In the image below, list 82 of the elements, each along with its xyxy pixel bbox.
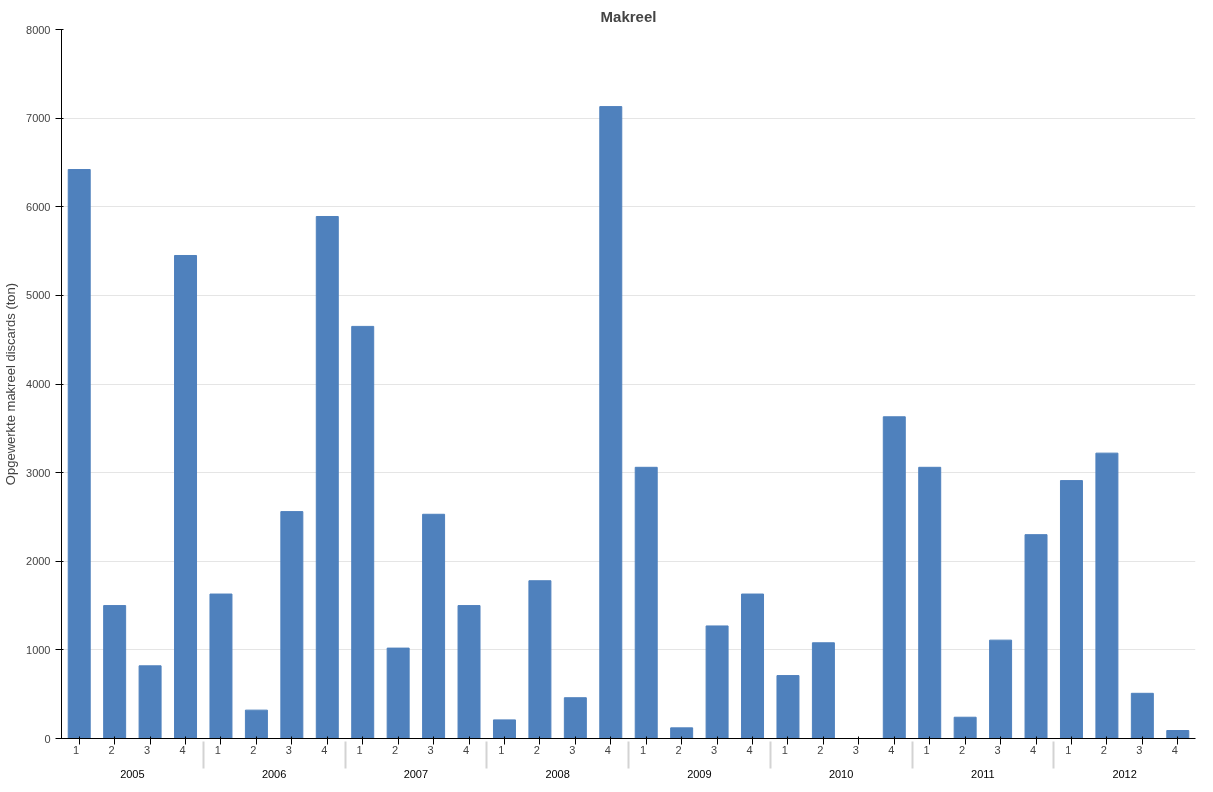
bar bbox=[103, 605, 127, 739]
bar bbox=[457, 605, 481, 739]
x-tick-label: 3 bbox=[710, 743, 718, 756]
x-tick-label: 1 bbox=[498, 743, 505, 756]
x-tick-label: 2 bbox=[533, 743, 540, 756]
bar bbox=[599, 106, 623, 739]
chart-title: Makreel bbox=[600, 7, 657, 25]
bar bbox=[563, 697, 587, 739]
x-tick-label: 1 bbox=[923, 743, 930, 756]
x-tick-label: 2 bbox=[250, 743, 257, 756]
y-axis-title: Opgewerkte makreel discards (ton) bbox=[3, 282, 19, 486]
x-tick-label: 4 bbox=[321, 743, 328, 756]
bar bbox=[811, 642, 835, 739]
x-tick-label: 1 bbox=[1065, 743, 1072, 756]
x-tick-label: 4 bbox=[746, 743, 753, 756]
x-tick-label: 3 bbox=[143, 743, 151, 756]
bar bbox=[244, 709, 268, 739]
x-tick-label: 2 bbox=[108, 743, 115, 756]
x-tick-label: 3 bbox=[569, 743, 576, 756]
y-tick-label: 0 bbox=[44, 732, 51, 745]
text: 2007 bbox=[403, 767, 429, 780]
x-tick-label: 3 bbox=[994, 743, 1001, 756]
x-tick-label: 2 bbox=[1100, 743, 1107, 756]
bar bbox=[174, 254, 198, 739]
x-tick-label: 3 bbox=[427, 743, 434, 756]
bar bbox=[280, 511, 304, 739]
y-tick-label: 1000 bbox=[26, 643, 51, 656]
x-tick-label: 3 bbox=[285, 743, 292, 756]
bar bbox=[528, 580, 552, 739]
bar bbox=[989, 639, 1013, 739]
bar bbox=[882, 416, 906, 739]
x-tick-label: 1 bbox=[640, 743, 647, 756]
text: 2011 bbox=[971, 767, 995, 780]
bar bbox=[1059, 480, 1083, 739]
x-tick-label: 1 bbox=[214, 743, 221, 756]
bar bbox=[209, 593, 233, 739]
y-tick-label: 5000 bbox=[26, 289, 51, 302]
x-tick-label: 4 bbox=[888, 743, 895, 756]
bar bbox=[634, 466, 658, 739]
bar bbox=[67, 169, 91, 739]
bar bbox=[1130, 692, 1154, 739]
x-tick-label: 1 bbox=[356, 743, 363, 756]
bar bbox=[422, 513, 446, 739]
x-tick-label: 2 bbox=[675, 743, 682, 756]
bar bbox=[918, 466, 942, 739]
bar bbox=[351, 325, 375, 739]
text: 2010 bbox=[828, 767, 854, 780]
y-tick-label: 4000 bbox=[26, 378, 51, 390]
y-tick-label: 3000 bbox=[26, 466, 51, 479]
bar bbox=[741, 593, 765, 739]
x-tick-label: 3 bbox=[852, 743, 859, 756]
x-tick-label: 1 bbox=[781, 743, 788, 756]
bar bbox=[1166, 730, 1190, 739]
bar bbox=[492, 719, 516, 739]
x-tick-label: 2 bbox=[817, 743, 824, 756]
bar bbox=[1024, 534, 1048, 739]
y-tick-label: 7000 bbox=[26, 112, 51, 125]
text: 2012 bbox=[1112, 767, 1137, 780]
x-tick-label: 3 bbox=[1136, 743, 1143, 756]
text: 2006 bbox=[261, 767, 287, 780]
bar bbox=[1095, 452, 1119, 739]
bar bbox=[386, 647, 410, 739]
bar bbox=[705, 625, 729, 739]
y-tick-label: 6000 bbox=[26, 200, 51, 213]
text: 2008 bbox=[545, 767, 570, 780]
x-tick-label: 4 bbox=[462, 743, 470, 756]
x-tick-label: 4 bbox=[1171, 743, 1178, 756]
x-tick-label: 1 bbox=[73, 743, 80, 756]
bar bbox=[953, 716, 977, 739]
bar bbox=[138, 665, 162, 739]
bar bbox=[670, 727, 694, 739]
bar bbox=[315, 216, 339, 739]
x-tick-label: 2 bbox=[959, 743, 966, 756]
bar bbox=[776, 675, 800, 739]
text: 2005 bbox=[120, 767, 145, 780]
text: 2009 bbox=[687, 767, 712, 780]
x-tick-label: 4 bbox=[604, 743, 611, 756]
y-tick-label: 2000 bbox=[26, 555, 51, 568]
y-tick-label: 8000 bbox=[26, 23, 51, 36]
x-tick-label: 2 bbox=[392, 743, 399, 756]
x-tick-label: 4 bbox=[179, 743, 186, 756]
x-tick-label: 4 bbox=[1029, 743, 1037, 756]
